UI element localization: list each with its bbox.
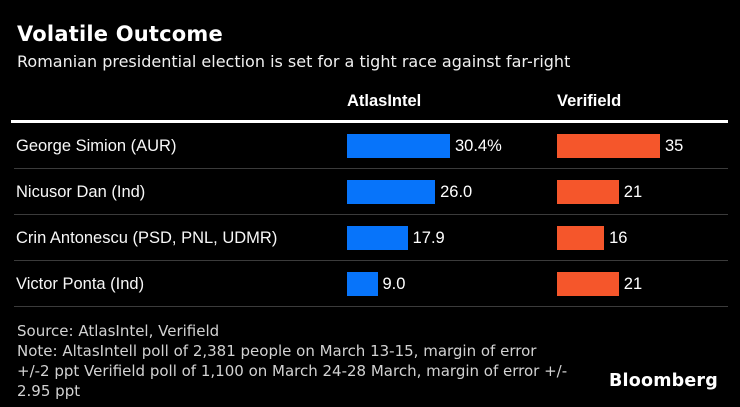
atlasintel-cell: 17.9 bbox=[347, 226, 557, 250]
candidate-label: Nicusor Dan (Ind) bbox=[16, 182, 146, 201]
column-headers: AtlasIntel Verifield bbox=[0, 92, 740, 112]
source-line: Source: AtlasIntel, Verifield bbox=[17, 322, 220, 340]
verifield-cell: 35 bbox=[557, 134, 740, 158]
verifield-bar bbox=[557, 134, 660, 158]
verifield-bar bbox=[557, 272, 619, 296]
verifield-value: 35 bbox=[665, 136, 684, 155]
chart-header: Volatile Outcome Romanian presidential e… bbox=[0, 0, 740, 72]
verifield-bar bbox=[557, 180, 619, 204]
table-row: Nicusor Dan (Ind) 26.0 21 bbox=[0, 169, 740, 215]
atlasintel-value: 9.0 bbox=[382, 274, 406, 293]
note-line: +/-2 ppt Verifield poll of 1,100 on Marc… bbox=[17, 362, 568, 380]
note-line: Note: AltasIntell poll of 2,381 people o… bbox=[17, 342, 537, 360]
atlasintel-cell: 30.4% bbox=[347, 134, 557, 158]
atlasintel-value: 26.0 bbox=[440, 182, 473, 201]
chart-subtitle: Romanian presidential election is set fo… bbox=[17, 52, 571, 71]
table-row: George Simion (AUR) 30.4% 35 bbox=[0, 123, 740, 169]
verifield-value: 21 bbox=[623, 274, 643, 293]
verifield-value: 16 bbox=[609, 228, 628, 247]
table-row: Crin Antonescu (PSD, PNL, UDMR) 17.9 16 bbox=[0, 215, 740, 261]
verifield-value: 21 bbox=[623, 182, 643, 201]
atlasintel-bar bbox=[347, 226, 408, 250]
column-header-verifield: Verifield bbox=[557, 92, 622, 110]
atlasintel-value: 30.4% bbox=[455, 136, 502, 155]
atlasintel-cell: 9.0 bbox=[347, 272, 557, 296]
atlasintel-cell: 26.0 bbox=[347, 180, 557, 204]
header-rule bbox=[11, 120, 728, 123]
atlasintel-bar bbox=[347, 180, 436, 204]
candidate-label: Crin Antonescu (PSD, PNL, UDMR) bbox=[16, 228, 278, 247]
chart-title: Volatile Outcome bbox=[17, 22, 223, 46]
candidate-label: Victor Ponta (Ind) bbox=[16, 274, 145, 293]
atlasintel-bar bbox=[347, 272, 378, 296]
verifield-bar bbox=[557, 226, 605, 250]
verifield-cell: 16 bbox=[557, 226, 740, 250]
verifield-cell: 21 bbox=[557, 180, 740, 204]
atlasintel-value: 17.9 bbox=[412, 228, 445, 247]
verifield-cell: 21 bbox=[557, 272, 740, 296]
note-line: 2.95 ppt bbox=[17, 382, 81, 400]
candidate-label: George Simion (AUR) bbox=[16, 136, 177, 155]
atlasintel-bar bbox=[347, 134, 450, 158]
bloomberg-logo: Bloomberg bbox=[609, 371, 718, 391]
chart-footer: Source: AtlasIntel, Verifield Note: Alta… bbox=[0, 321, 740, 401]
table-row: Victor Ponta (Ind) 9.0 21 bbox=[0, 261, 740, 307]
poll-table: George Simion (AUR) 30.4% 35 Nicusor Dan… bbox=[0, 123, 740, 307]
column-header-atlasintel: AtlasIntel bbox=[347, 92, 422, 110]
